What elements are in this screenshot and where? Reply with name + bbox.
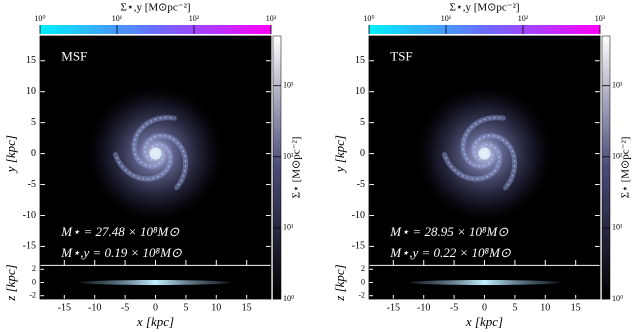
colorbar-tick-label: 10³: [283, 81, 294, 90]
x-axis-label: x [kpc]: [136, 314, 174, 329]
y-tick-label: 10: [26, 86, 36, 97]
colorbar-right: [601, 35, 611, 300]
x-tick-label: -10: [417, 302, 430, 313]
y-tick-label: -10: [352, 210, 365, 221]
x-tick-label: -15: [58, 302, 71, 313]
face-on-frame: [39, 35, 272, 300]
y-tick-label: 10: [355, 86, 365, 97]
galaxy-edge-on: [80, 280, 231, 285]
x-tick-label: 5: [512, 302, 517, 313]
z-tick-label: 0: [32, 277, 36, 286]
colorbar-tick-label: 10²: [189, 14, 200, 23]
z-tick-label: -2: [29, 291, 36, 300]
colorbar-top: [40, 25, 271, 34]
galaxy-bulge: [149, 147, 162, 160]
annotation: M⋆,y = 0.19 × 10⁸M⊙: [60, 245, 182, 260]
colorbar-tick-label: 10³: [595, 14, 606, 23]
z-tick-label: 0: [361, 277, 365, 286]
y-tick-label: -10: [23, 210, 36, 221]
colorbar-top: [369, 25, 600, 34]
x-tick-label: 10: [540, 302, 550, 313]
y-tick-label: -15: [23, 241, 36, 252]
colorbar-tick-label: 10¹: [612, 223, 623, 232]
x-tick-label: -5: [450, 302, 458, 313]
y-axis-label: y [kpc]: [3, 135, 18, 174]
colorbar-label: Σ⋆,y [M⊙pc⁻²]: [120, 2, 190, 14]
y-tick-label: 0: [360, 148, 365, 159]
panel-label: TSF: [390, 49, 412, 64]
x-tick-label: -10: [88, 302, 101, 313]
y-tick-label: 15: [355, 55, 365, 66]
x-tick-label: 15: [571, 302, 581, 313]
z-tick-label: 2: [32, 264, 36, 273]
x-tick-label: 5: [183, 302, 188, 313]
x-tick-label: 0: [482, 302, 487, 313]
colorbar-tick-label: 10⁰: [283, 294, 294, 303]
colorbar-right: [272, 35, 282, 300]
z-axis-label: z [kpc]: [332, 264, 347, 301]
galaxy-arm-core: [144, 134, 187, 189]
galaxy-arm-core: [473, 134, 516, 189]
colorbar-tick-label: 10⁰: [612, 294, 623, 303]
y-tick-label: 15: [26, 55, 36, 66]
colorbar-tick-label: 10¹: [441, 14, 452, 23]
colorbar-label: Σ⋆ [M⊙pc⁻²]: [291, 137, 303, 199]
face-on-frame: [368, 35, 601, 300]
x-tick-label: -15: [387, 302, 400, 313]
colorbar-tick-label: 10³: [612, 81, 623, 90]
x-tick-label: 10: [211, 302, 221, 313]
colorbar-tick-label: 10²: [283, 152, 294, 161]
annotation: M⋆,y = 0.22 × 10⁸M⊙: [389, 245, 511, 260]
galaxy-edge-on: [409, 280, 560, 285]
z-tick-label: 2: [361, 264, 365, 273]
y-tick-label: 5: [360, 117, 365, 128]
y-tick-label: -5: [28, 179, 36, 190]
y-tick-label: -15: [352, 241, 365, 252]
galaxy-arm-core: [443, 144, 501, 180]
colorbar-tick-label: 10²: [518, 14, 529, 23]
y-tick-label: -5: [357, 179, 365, 190]
annotation: M⋆ = 27.48 × 10⁸M⊙: [60, 224, 179, 239]
panel-label: MSF: [61, 49, 87, 64]
z-axis-label: z [kpc]: [3, 264, 18, 301]
y-axis-label: y [kpc]: [332, 135, 347, 174]
x-tick-label: 15: [242, 302, 252, 313]
colorbar-tick-label: 10⁰: [363, 14, 374, 23]
x-axis-label: x [kpc]: [465, 314, 503, 329]
galaxy-arm-core: [133, 116, 175, 167]
x-tick-label: 0: [153, 302, 158, 313]
colorbar-label: Σ⋆,y [M⊙pc⁻²]: [449, 2, 519, 14]
z-tick-label: -2: [358, 291, 365, 300]
colorbar-tick-label: 10¹: [112, 14, 123, 23]
annotation: M⋆ = 28.95 × 10⁸M⊙: [389, 224, 508, 239]
colorbar-tick-label: 10⁰: [34, 14, 45, 23]
colorbar-label: Σ⋆ [M⊙pc⁻²]: [620, 137, 632, 199]
galaxy-arm-core: [114, 144, 172, 180]
colorbar-tick-label: 10²: [612, 152, 623, 161]
galaxy-bulge: [478, 147, 491, 160]
colorbar-tick-label: 10¹: [283, 223, 294, 232]
y-tick-label: 5: [31, 117, 36, 128]
galaxy-arm-core: [462, 116, 504, 167]
colorbar-tick-label: 10³: [266, 14, 277, 23]
y-tick-label: 0: [31, 148, 36, 159]
x-tick-label: -5: [121, 302, 129, 313]
